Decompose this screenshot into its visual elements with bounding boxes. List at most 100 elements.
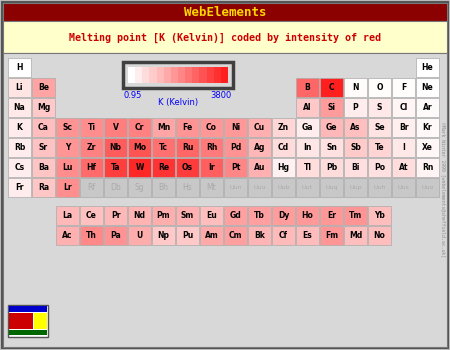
Text: W: W bbox=[135, 163, 144, 172]
Bar bbox=[320, 138, 343, 157]
Text: Au: Au bbox=[254, 163, 265, 172]
Bar bbox=[80, 138, 103, 157]
Text: Uus: Uus bbox=[398, 185, 410, 190]
Bar bbox=[192, 67, 199, 83]
Text: Sc: Sc bbox=[63, 123, 72, 132]
Bar bbox=[392, 78, 415, 97]
Text: Bk: Bk bbox=[254, 231, 265, 240]
Bar bbox=[416, 178, 439, 197]
Text: Uup: Uup bbox=[349, 185, 362, 190]
Bar bbox=[152, 178, 175, 197]
Text: Ne: Ne bbox=[422, 83, 433, 92]
Text: As: As bbox=[350, 123, 361, 132]
Bar bbox=[200, 138, 223, 157]
Text: Uub: Uub bbox=[277, 185, 290, 190]
Bar bbox=[248, 226, 271, 245]
Bar bbox=[80, 206, 103, 225]
Text: P: P bbox=[353, 103, 358, 112]
Text: Na: Na bbox=[14, 103, 25, 112]
Text: Uuh: Uuh bbox=[373, 185, 386, 190]
Bar bbox=[416, 158, 439, 177]
Text: Ti: Ti bbox=[87, 123, 95, 132]
Text: Uuq: Uuq bbox=[325, 185, 338, 190]
Text: Be: Be bbox=[38, 83, 49, 92]
Text: Cm: Cm bbox=[229, 231, 242, 240]
Bar bbox=[416, 118, 439, 137]
Bar bbox=[200, 206, 223, 225]
Text: Mn: Mn bbox=[157, 123, 170, 132]
Text: Cf: Cf bbox=[279, 231, 288, 240]
Bar bbox=[8, 138, 31, 157]
Text: S: S bbox=[377, 103, 382, 112]
Text: He: He bbox=[422, 63, 433, 72]
Text: H: H bbox=[16, 63, 23, 72]
Bar bbox=[272, 206, 295, 225]
Bar bbox=[128, 118, 151, 137]
Text: 3800: 3800 bbox=[211, 91, 232, 100]
Text: Uuu: Uuu bbox=[253, 185, 266, 190]
Text: U: U bbox=[136, 231, 143, 240]
Bar bbox=[104, 118, 127, 137]
Bar bbox=[320, 78, 343, 97]
Bar bbox=[296, 78, 319, 97]
Bar bbox=[416, 138, 439, 157]
Bar bbox=[392, 158, 415, 177]
Bar bbox=[8, 98, 31, 117]
Bar bbox=[54, 204, 393, 249]
Text: Sr: Sr bbox=[39, 143, 48, 152]
Bar bbox=[224, 206, 247, 225]
Text: WebElements: WebElements bbox=[184, 6, 266, 19]
Bar bbox=[123, 62, 233, 88]
Text: Hg: Hg bbox=[278, 163, 289, 172]
Text: Cs: Cs bbox=[14, 163, 25, 172]
Text: Co: Co bbox=[206, 123, 217, 132]
Text: Ba: Ba bbox=[38, 163, 49, 172]
Text: Mt: Mt bbox=[207, 183, 216, 192]
Bar bbox=[176, 138, 199, 157]
Text: Hs: Hs bbox=[183, 183, 193, 192]
Text: Ho: Ho bbox=[302, 211, 314, 220]
Bar bbox=[272, 138, 295, 157]
Bar bbox=[392, 138, 415, 157]
Bar bbox=[392, 98, 415, 117]
Bar bbox=[224, 178, 247, 197]
Bar bbox=[3, 3, 447, 21]
Bar bbox=[32, 178, 55, 197]
Text: V: V bbox=[112, 123, 118, 132]
Bar bbox=[248, 206, 271, 225]
Bar bbox=[416, 78, 439, 97]
Bar bbox=[416, 98, 439, 117]
Text: Rn: Rn bbox=[422, 163, 433, 172]
Bar bbox=[152, 206, 175, 225]
Text: Eu: Eu bbox=[206, 211, 217, 220]
Bar bbox=[80, 158, 103, 177]
Text: B: B bbox=[305, 83, 310, 92]
Text: Sg: Sg bbox=[135, 183, 144, 192]
Text: Fe: Fe bbox=[182, 123, 193, 132]
Text: Dy: Dy bbox=[278, 211, 289, 220]
Bar bbox=[8, 158, 31, 177]
Bar bbox=[392, 118, 415, 137]
Bar bbox=[272, 118, 295, 137]
Bar bbox=[104, 206, 127, 225]
Bar bbox=[128, 67, 135, 83]
Bar bbox=[152, 158, 175, 177]
Bar bbox=[8, 305, 48, 337]
Text: Po: Po bbox=[374, 163, 385, 172]
Bar bbox=[8, 78, 31, 97]
Bar bbox=[320, 158, 343, 177]
Text: Ar: Ar bbox=[423, 103, 432, 112]
Bar bbox=[104, 178, 127, 197]
Text: Pr: Pr bbox=[111, 211, 120, 220]
Text: N: N bbox=[352, 83, 359, 92]
Text: Pm: Pm bbox=[157, 211, 170, 220]
Bar bbox=[344, 78, 367, 97]
Text: Melting point [K (Kelvin)] coded by intensity of red: Melting point [K (Kelvin)] coded by inte… bbox=[69, 33, 381, 43]
Text: Zr: Zr bbox=[87, 143, 96, 152]
Bar bbox=[152, 138, 175, 157]
Bar bbox=[248, 158, 271, 177]
Bar bbox=[224, 158, 247, 177]
Bar bbox=[368, 78, 391, 97]
Text: No: No bbox=[374, 231, 386, 240]
Text: Sm: Sm bbox=[181, 211, 194, 220]
